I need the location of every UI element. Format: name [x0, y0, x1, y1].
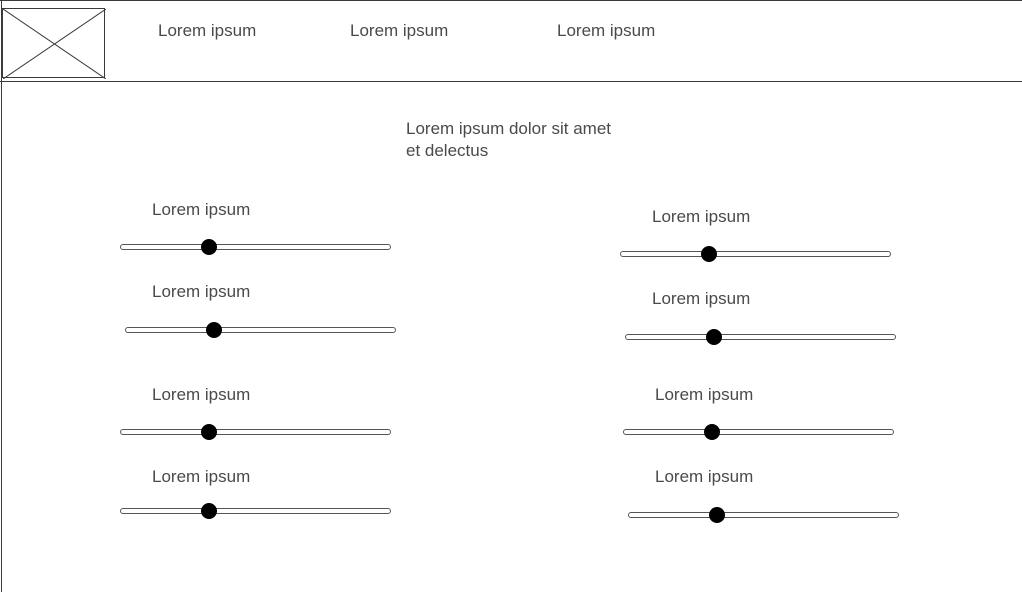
slider-label-5: Lorem ipsum: [652, 207, 751, 226]
nav-link-2[interactable]: Lorem ipsum: [350, 21, 449, 40]
slider-thumb[interactable]: [704, 424, 720, 440]
window-left-border: [1, 0, 2, 592]
slider-track[interactable]: [125, 327, 396, 333]
slider-5[interactable]: [620, 246, 891, 262]
slider-label-2: Lorem ipsum: [152, 282, 251, 301]
slider-1[interactable]: [120, 239, 391, 255]
slider-3[interactable]: [120, 424, 391, 440]
slider-track[interactable]: [120, 508, 391, 514]
slider-track[interactable]: [623, 429, 894, 435]
slider-4[interactable]: [120, 503, 391, 519]
slider-track[interactable]: [625, 334, 896, 340]
slider-track[interactable]: [620, 251, 891, 257]
slider-thumb[interactable]: [201, 503, 217, 519]
slider-thumb[interactable]: [201, 424, 217, 440]
slider-label-8: Lorem ipsum: [655, 467, 754, 486]
header-divider: [0, 81, 1022, 82]
slider-2[interactable]: [125, 322, 396, 338]
slider-label-3: Lorem ipsum: [152, 385, 251, 404]
slider-7[interactable]: [623, 424, 894, 440]
slider-track[interactable]: [120, 429, 391, 435]
slider-label-4: Lorem ipsum: [152, 467, 251, 486]
slider-thumb[interactable]: [701, 246, 717, 262]
slider-label-7: Lorem ipsum: [655, 385, 754, 404]
slider-thumb[interactable]: [201, 239, 217, 255]
nav-link-3[interactable]: Lorem ipsum: [557, 21, 656, 40]
slider-8[interactable]: [628, 507, 899, 523]
slider-label-1: Lorem ipsum: [152, 200, 251, 219]
page-headline: Lorem ipsum dolor sit amet et delectus: [406, 119, 612, 160]
slider-thumb[interactable]: [706, 329, 722, 345]
slider-track[interactable]: [628, 512, 899, 518]
slider-6[interactable]: [625, 329, 896, 345]
slider-label-6: Lorem ipsum: [652, 289, 751, 308]
logo-image-placeholder: [2, 8, 106, 79]
slider-track[interactable]: [120, 244, 391, 250]
window-top-border: [0, 0, 1022, 1]
slider-thumb[interactable]: [206, 322, 222, 338]
nav-link-1[interactable]: Lorem ipsum: [158, 21, 257, 40]
slider-thumb[interactable]: [709, 507, 725, 523]
image-placeholder-icon: [3, 9, 106, 79]
